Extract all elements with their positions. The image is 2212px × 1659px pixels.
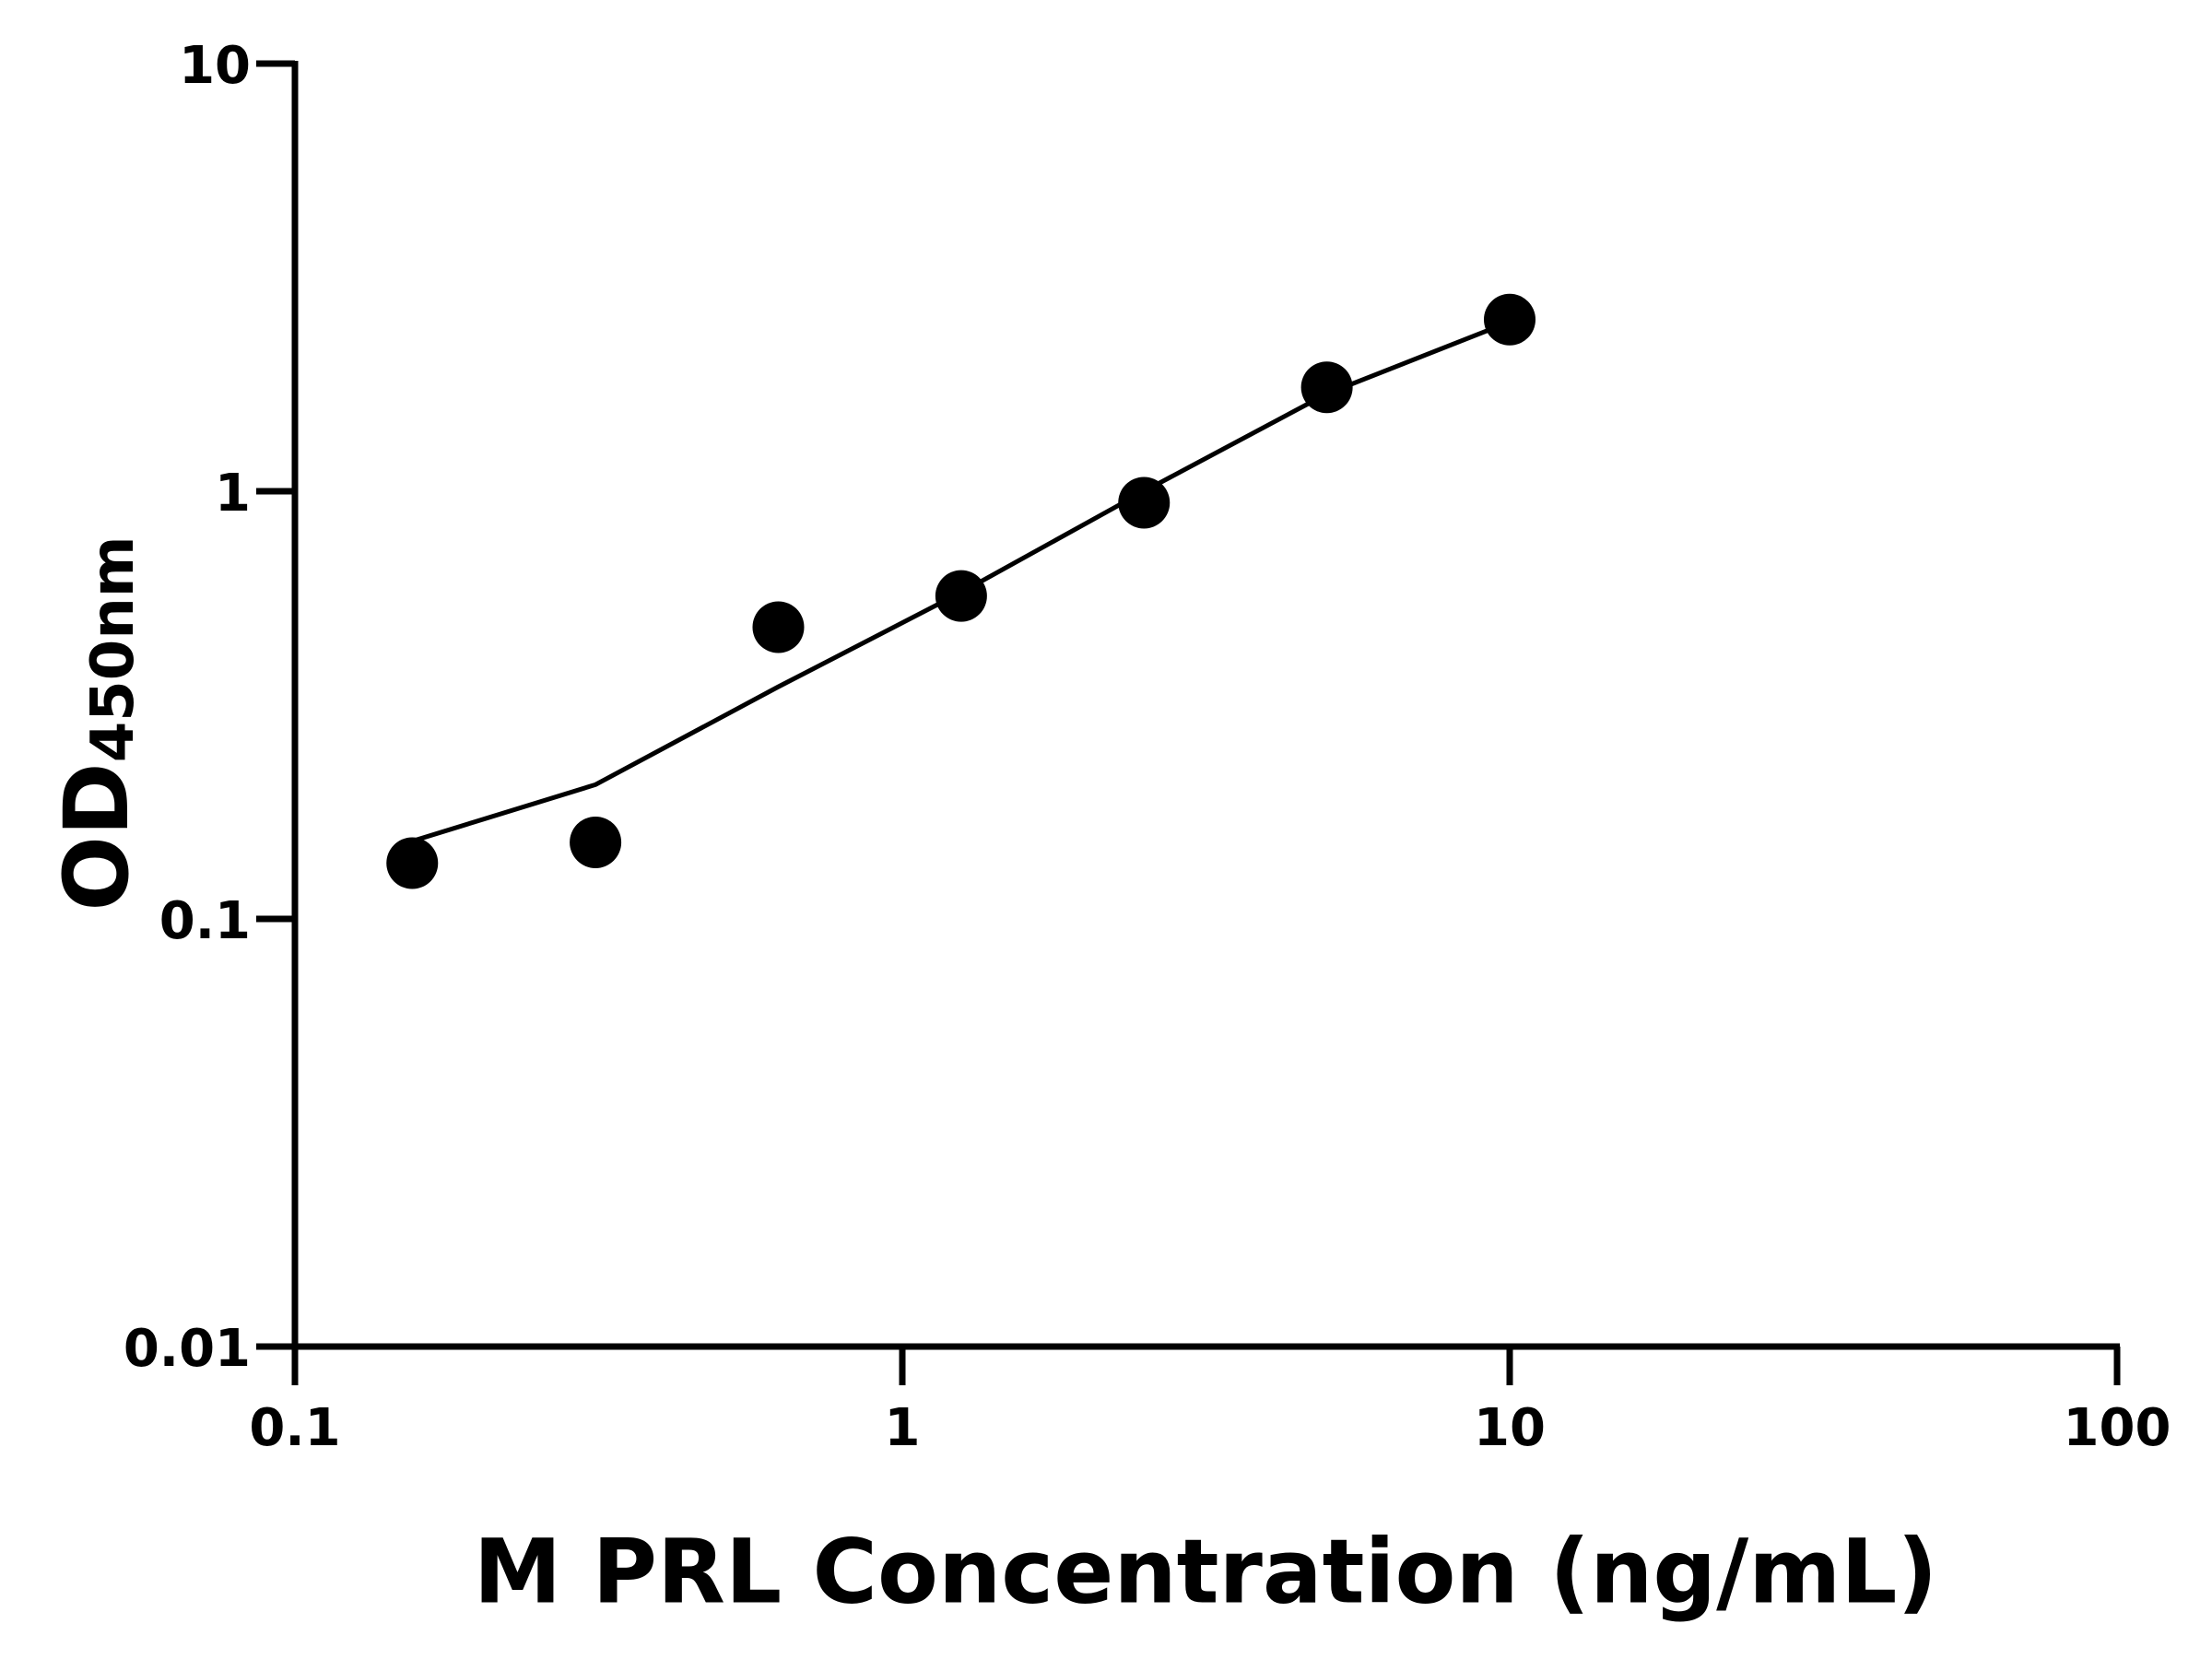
data-point	[386, 837, 439, 889]
y-tick-label: 0.1	[159, 891, 251, 951]
x-tick-label: 10	[1474, 1398, 1546, 1458]
y-tick-label: 10	[179, 36, 251, 96]
y-tick-label: 0.01	[124, 1319, 251, 1379]
y-tick-label: 1	[215, 464, 251, 524]
data-point	[752, 601, 805, 653]
y-axis-title-sub: 450nm	[79, 535, 147, 762]
y-axis-title-main: OD	[45, 762, 148, 911]
data-point	[1300, 361, 1353, 414]
x-tick-label: 0.1	[249, 1398, 340, 1458]
data-point	[935, 570, 987, 622]
x-tick-label: 100	[2064, 1398, 2171, 1458]
x-tick-label: 1	[885, 1398, 921, 1458]
x-axis-title: M PRL Concentration (ng/mL)	[474, 1520, 1938, 1623]
data-point	[1484, 293, 1535, 346]
y-axis-title: OD450nm	[45, 535, 148, 911]
data-point	[570, 816, 622, 868]
data-point	[1118, 477, 1171, 529]
